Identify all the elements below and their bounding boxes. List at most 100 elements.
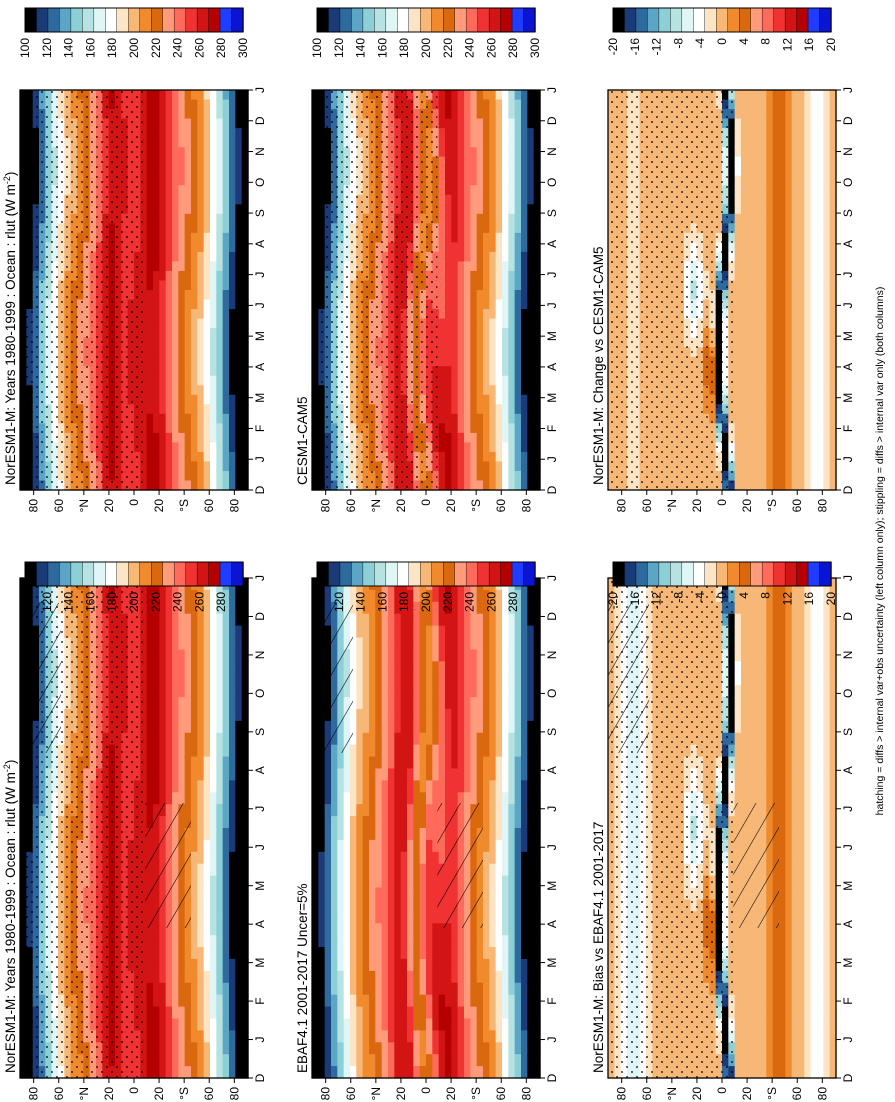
heatmap-cell xyxy=(331,994,338,1008)
heatmap-cell xyxy=(159,982,167,996)
heatmap-cell xyxy=(527,685,535,698)
heatmap-cell xyxy=(502,982,509,996)
heatmap-cell xyxy=(432,1030,440,1043)
heatmap-cell xyxy=(432,863,440,877)
heatmap-cell xyxy=(172,137,179,148)
heatmap-cell xyxy=(432,935,440,948)
heatmap-cell xyxy=(400,685,408,698)
heatmap-cell xyxy=(222,994,230,1008)
heatmap-cell xyxy=(165,935,173,948)
heatmap-cell xyxy=(527,1006,535,1020)
heatmap-cell xyxy=(419,685,427,698)
heatmap-cell xyxy=(178,413,186,424)
heatmap-cell xyxy=(407,661,414,674)
heatmap-cell xyxy=(222,756,230,770)
heatmap-cell xyxy=(197,432,205,443)
colorbar-tick-label: 140 xyxy=(354,592,368,612)
heatmap-cell xyxy=(197,816,205,829)
heatmap-cell xyxy=(375,744,383,758)
heatmap-cell xyxy=(533,768,541,781)
heatmap-cell xyxy=(222,1042,230,1055)
heatmap-cell xyxy=(178,337,186,348)
heatmap-cell xyxy=(197,166,205,177)
heatmap-cell xyxy=(527,732,535,746)
heatmap-cell xyxy=(229,911,236,924)
heatmap-cell xyxy=(229,175,236,186)
heatmap-cell xyxy=(438,685,446,698)
heatmap-cell xyxy=(203,442,211,453)
heatmap-cell xyxy=(229,432,236,443)
title-tail: ) xyxy=(3,760,18,765)
heatmap-cell xyxy=(413,804,421,817)
lat-tick-label: °S xyxy=(177,1087,191,1100)
heatmap-cell xyxy=(356,911,364,924)
heatmap-cell xyxy=(426,732,433,746)
heatmap-cell xyxy=(203,118,211,129)
heatmap-cell xyxy=(210,923,217,936)
heatmap-cell xyxy=(210,347,217,358)
heatmap-cell xyxy=(153,328,160,339)
heatmap-cell xyxy=(210,166,217,177)
heatmap-cell xyxy=(369,947,376,960)
heatmap-cell xyxy=(483,589,490,603)
heatmap-cell xyxy=(172,366,179,377)
heatmap-cell xyxy=(153,461,160,472)
heatmap-cell xyxy=(419,768,427,781)
heatmap-cell xyxy=(470,1066,478,1079)
heatmap-cell xyxy=(153,480,160,491)
heatmap-cell xyxy=(216,589,224,603)
heatmap-cell xyxy=(159,970,167,984)
heatmap-cell xyxy=(457,649,465,662)
heatmap-cell xyxy=(146,970,154,984)
heatmap-cell xyxy=(432,649,440,662)
heatmap-cell xyxy=(533,1030,541,1043)
heatmap-cell xyxy=(222,625,230,639)
heatmap-cell xyxy=(521,780,528,793)
heatmap-cell xyxy=(153,290,160,301)
heatmap-cell xyxy=(337,839,345,853)
heatmap-cell xyxy=(445,1042,452,1055)
heatmap-cell xyxy=(191,185,198,196)
heatmap-cell xyxy=(172,318,179,329)
heatmap-cell xyxy=(197,947,205,960)
heatmap-cell xyxy=(356,1006,364,1020)
heatmap-cell xyxy=(191,685,198,698)
heatmap-cell xyxy=(514,958,522,972)
heatmap-cell xyxy=(172,147,179,158)
colorbar-swatch xyxy=(523,561,536,587)
heatmap-cell xyxy=(362,780,370,793)
heatmap-cell xyxy=(153,756,160,770)
heatmap-cell xyxy=(191,213,198,224)
heatmap-cell xyxy=(235,261,243,272)
heatmap-cell xyxy=(413,708,421,722)
heatmap-cell xyxy=(375,887,383,901)
heatmap-cell xyxy=(527,828,535,841)
heatmap-cell xyxy=(445,697,452,710)
heatmap-cell xyxy=(172,720,179,734)
heatmap-cell xyxy=(318,982,326,996)
heatmap-cell xyxy=(350,661,357,674)
heatmap-cell xyxy=(495,839,503,853)
heatmap-cell xyxy=(165,601,173,615)
heatmap-cell xyxy=(146,673,154,686)
heatmap-cell xyxy=(229,768,236,781)
heatmap-cell xyxy=(533,601,541,615)
heatmap-cell xyxy=(527,1042,535,1055)
heatmap-cell xyxy=(184,1054,192,1067)
heatmap-cell xyxy=(331,947,338,960)
heatmap-cell xyxy=(457,625,465,639)
heatmap-cell xyxy=(331,1066,338,1079)
heatmap-cell xyxy=(483,613,490,627)
heatmap-cell xyxy=(146,290,154,301)
heatmap-cell xyxy=(184,375,192,386)
colorbar-tick-label: 200 xyxy=(127,592,141,612)
heatmap-cell xyxy=(388,708,395,722)
month-tick-label: J xyxy=(253,87,267,93)
lat-tick-label: 20 xyxy=(444,1087,458,1101)
heatmap-cell xyxy=(438,982,446,996)
heatmap-cell xyxy=(222,204,230,215)
heatmap-cell xyxy=(476,744,484,758)
heatmap-cell xyxy=(521,756,528,770)
